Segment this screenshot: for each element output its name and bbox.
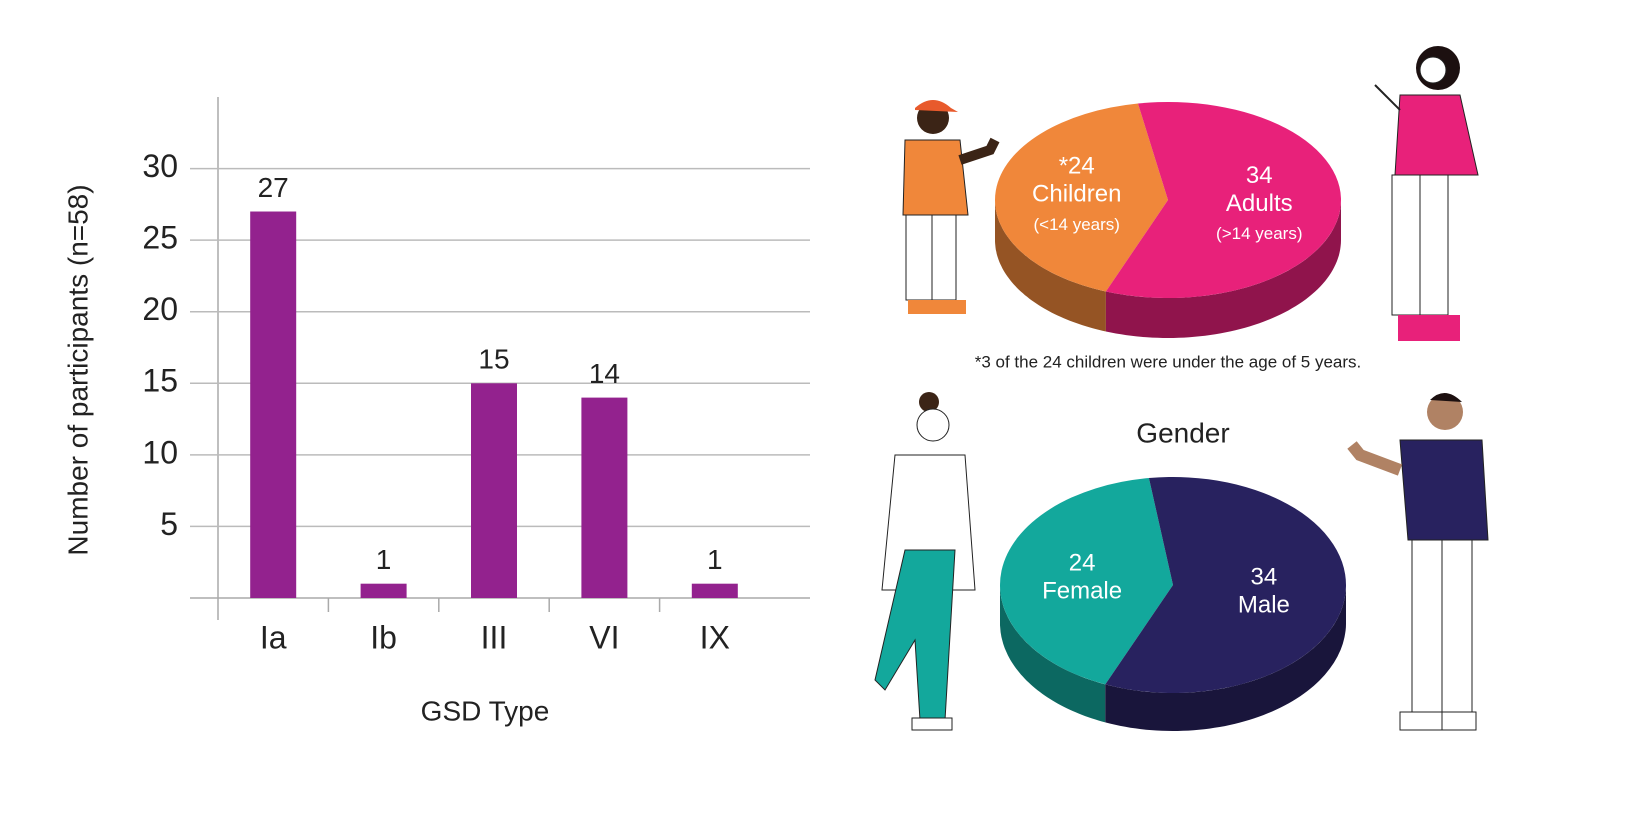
y-tick-label: 25 <box>142 220 178 256</box>
value-label: 14 <box>589 358 620 389</box>
pie-slice <box>995 103 1168 292</box>
pie-value-label: *24 <box>1059 153 1095 180</box>
pie-value-label: 34 <box>1251 563 1278 590</box>
bar <box>471 383 517 598</box>
value-label: 1 <box>376 544 392 575</box>
pie-value-label: 34 <box>1246 162 1273 189</box>
x-axis-title: GSD Type <box>421 695 550 726</box>
pie-category-label: Children <box>1032 181 1121 208</box>
y-tick-label: 5 <box>160 506 178 542</box>
figure-man-navy <box>1347 392 1489 731</box>
x-tick-label: IX <box>700 619 730 655</box>
value-label: 15 <box>478 344 509 375</box>
pie-slice <box>1105 101 1341 298</box>
bar <box>360 583 407 598</box>
pie-category-label: Male <box>1238 591 1290 618</box>
x-tick-label: Ib <box>370 619 397 655</box>
y-tick-label: 15 <box>142 363 178 399</box>
pie-value-label: 24 <box>1069 549 1096 576</box>
pie-category-label: Female <box>1042 577 1122 604</box>
figure-woman-pink <box>1374 46 1479 341</box>
pie-title: Gender <box>1136 417 1229 448</box>
value-label: 1 <box>707 544 723 575</box>
pie-side <box>1105 200 1341 338</box>
x-tick-label: VI <box>589 619 619 655</box>
bar <box>581 397 628 598</box>
pie-slice <box>1000 478 1173 685</box>
y-tick-label: 20 <box>142 291 178 327</box>
y-tick-label: 10 <box>142 434 178 470</box>
bar <box>691 583 738 598</box>
bar <box>250 211 297 598</box>
x-tick-label: Ia <box>260 619 287 655</box>
figure-woman-teal <box>874 392 976 731</box>
pie-side <box>995 201 1106 332</box>
y-axis-title: Number of participants (n=58) <box>62 184 93 555</box>
pie-slice <box>1105 476 1346 694</box>
pie-side <box>1000 587 1106 723</box>
value-label: 27 <box>258 172 289 203</box>
pie-side <box>1105 585 1346 731</box>
pie-category-label: Adults <box>1226 190 1293 217</box>
y-tick-label: 30 <box>142 148 178 184</box>
x-tick-label: III <box>481 619 508 655</box>
figure-boy <box>902 100 1000 314</box>
pie-category-note: (>14 years) <box>1216 224 1302 243</box>
pie-category-note: (<14 years) <box>1034 215 1120 234</box>
footnote: *3 of the 24 children were under the age… <box>975 352 1362 371</box>
